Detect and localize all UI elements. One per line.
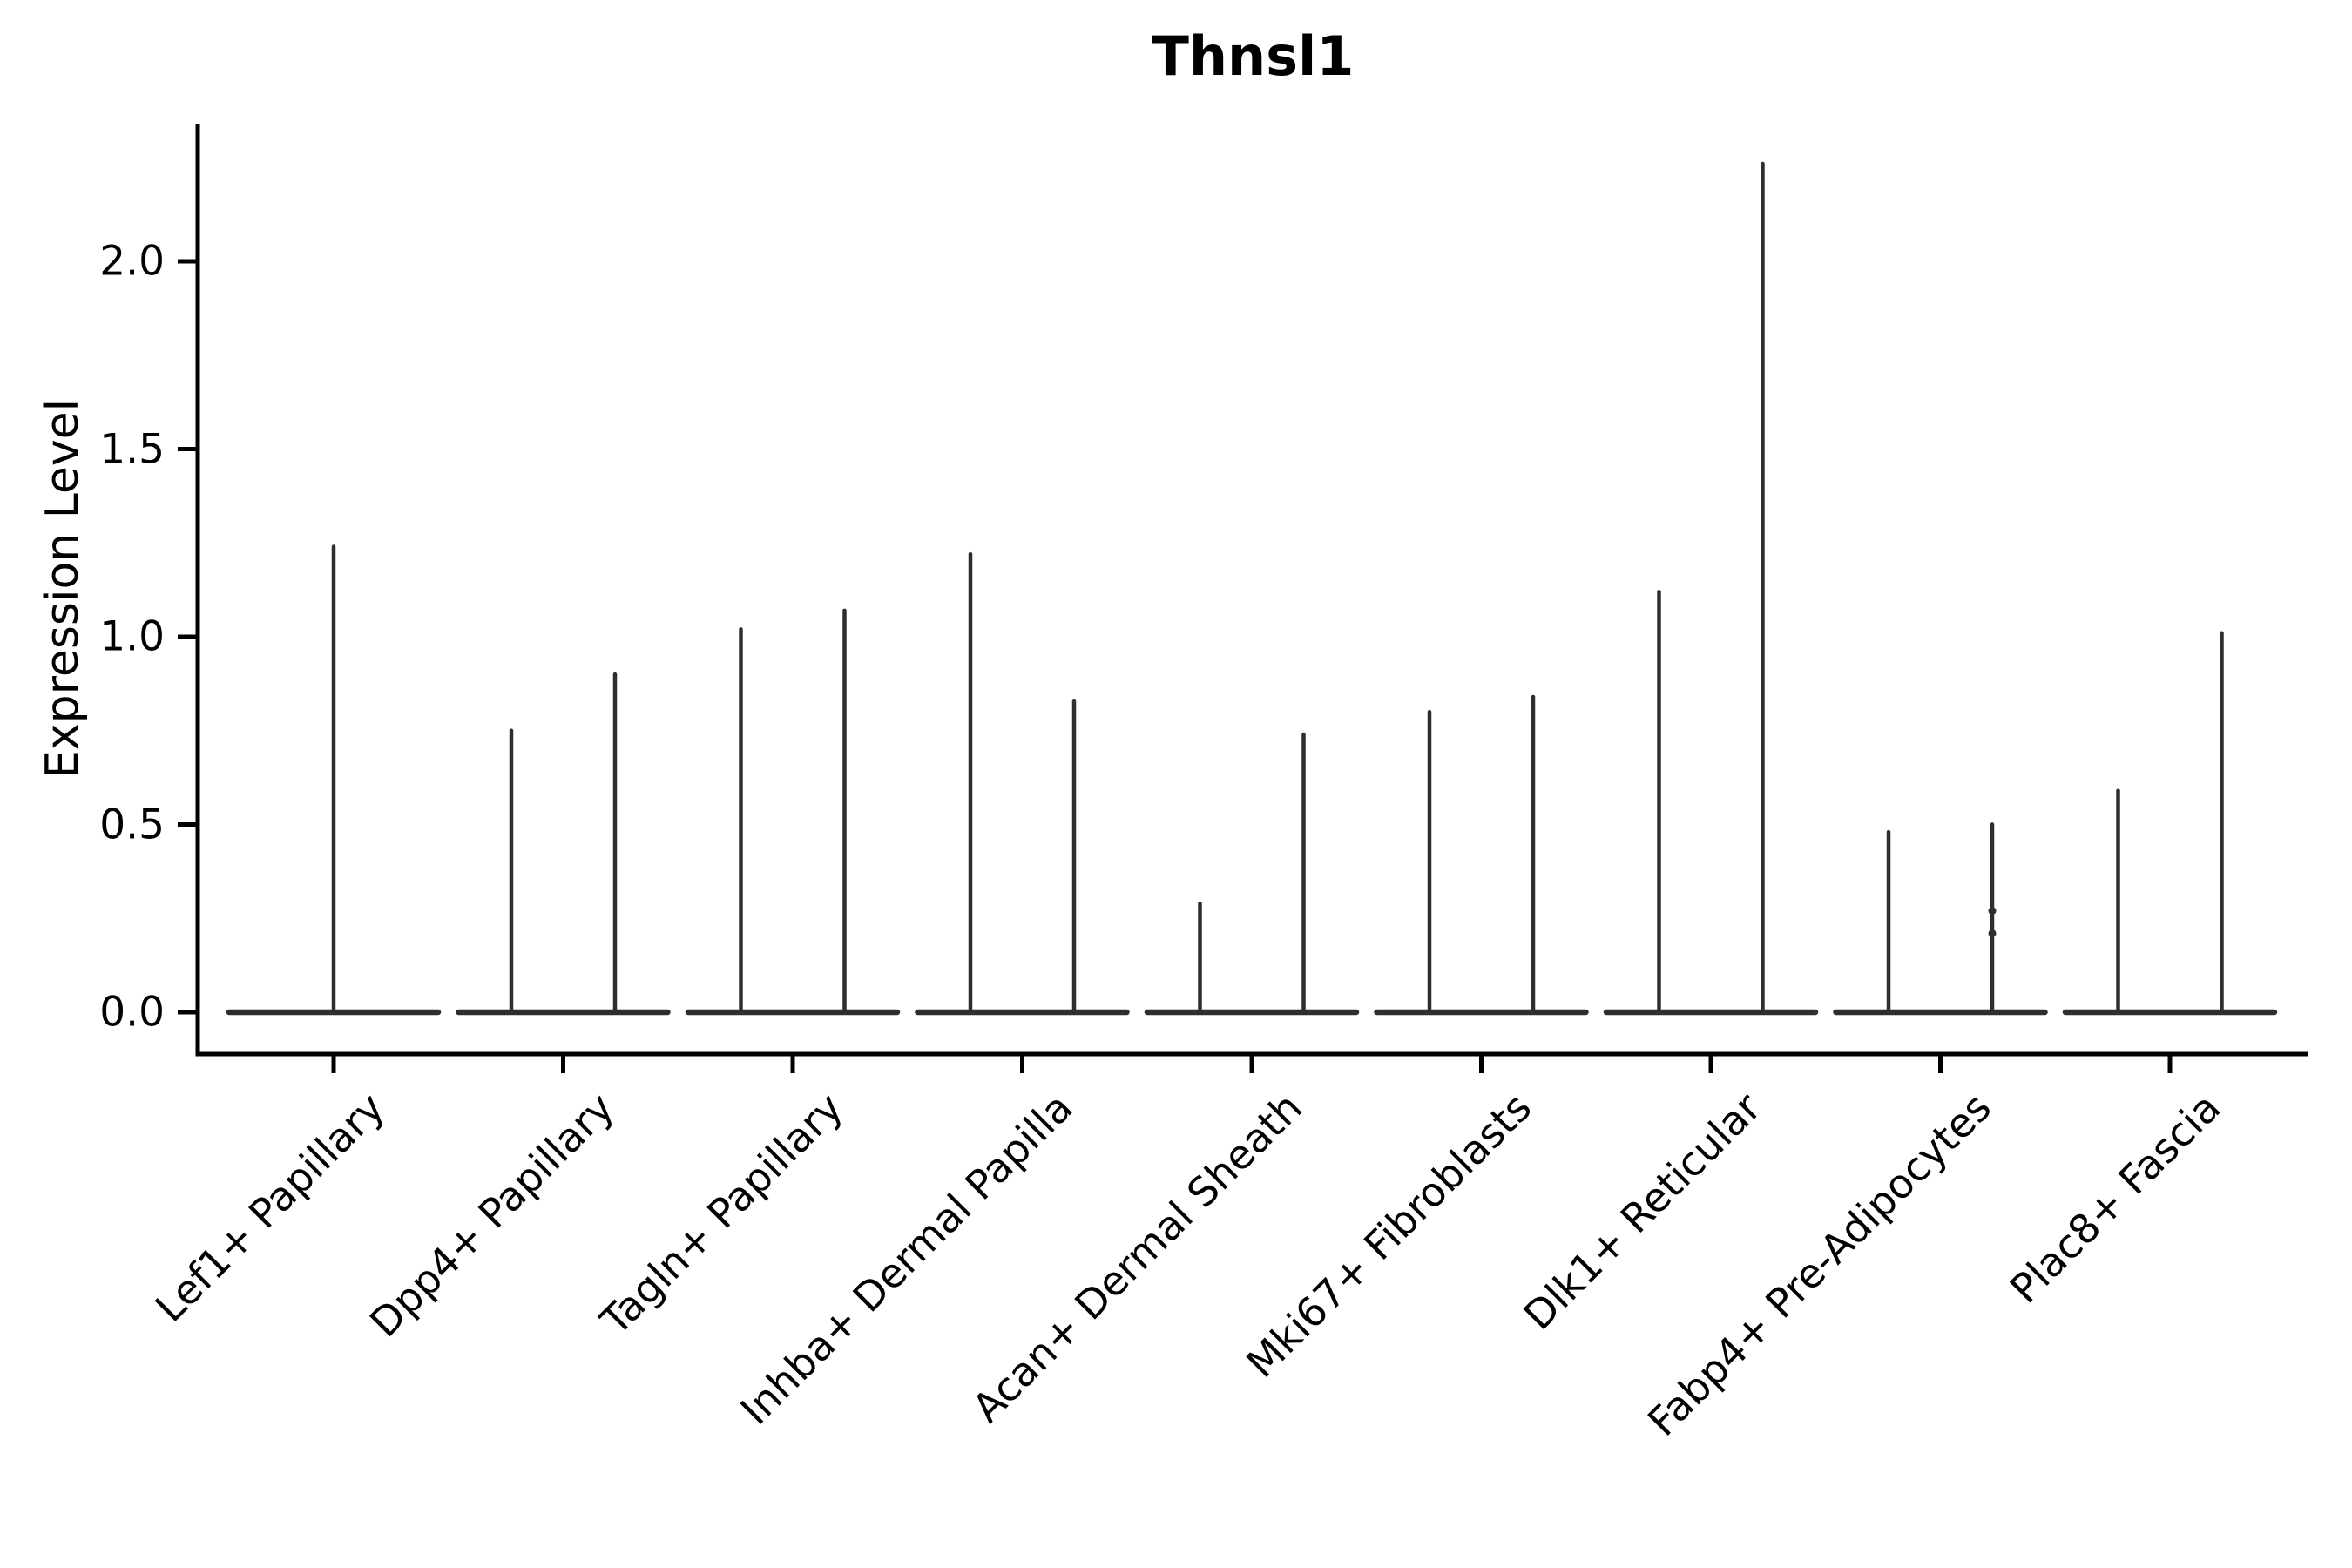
violin-density-dot [1988,929,1997,937]
y-tick-label: 0.5 [99,801,165,848]
violin-density-dot [1988,907,1997,916]
y-tick-label: 2.0 [99,237,165,286]
y-tick-label: 0.0 [99,988,165,1037]
y-tick-label: 1.0 [99,612,165,661]
y-tick-label: 1.5 [99,425,165,473]
chart-title: Thnsl1 [1152,24,1355,88]
